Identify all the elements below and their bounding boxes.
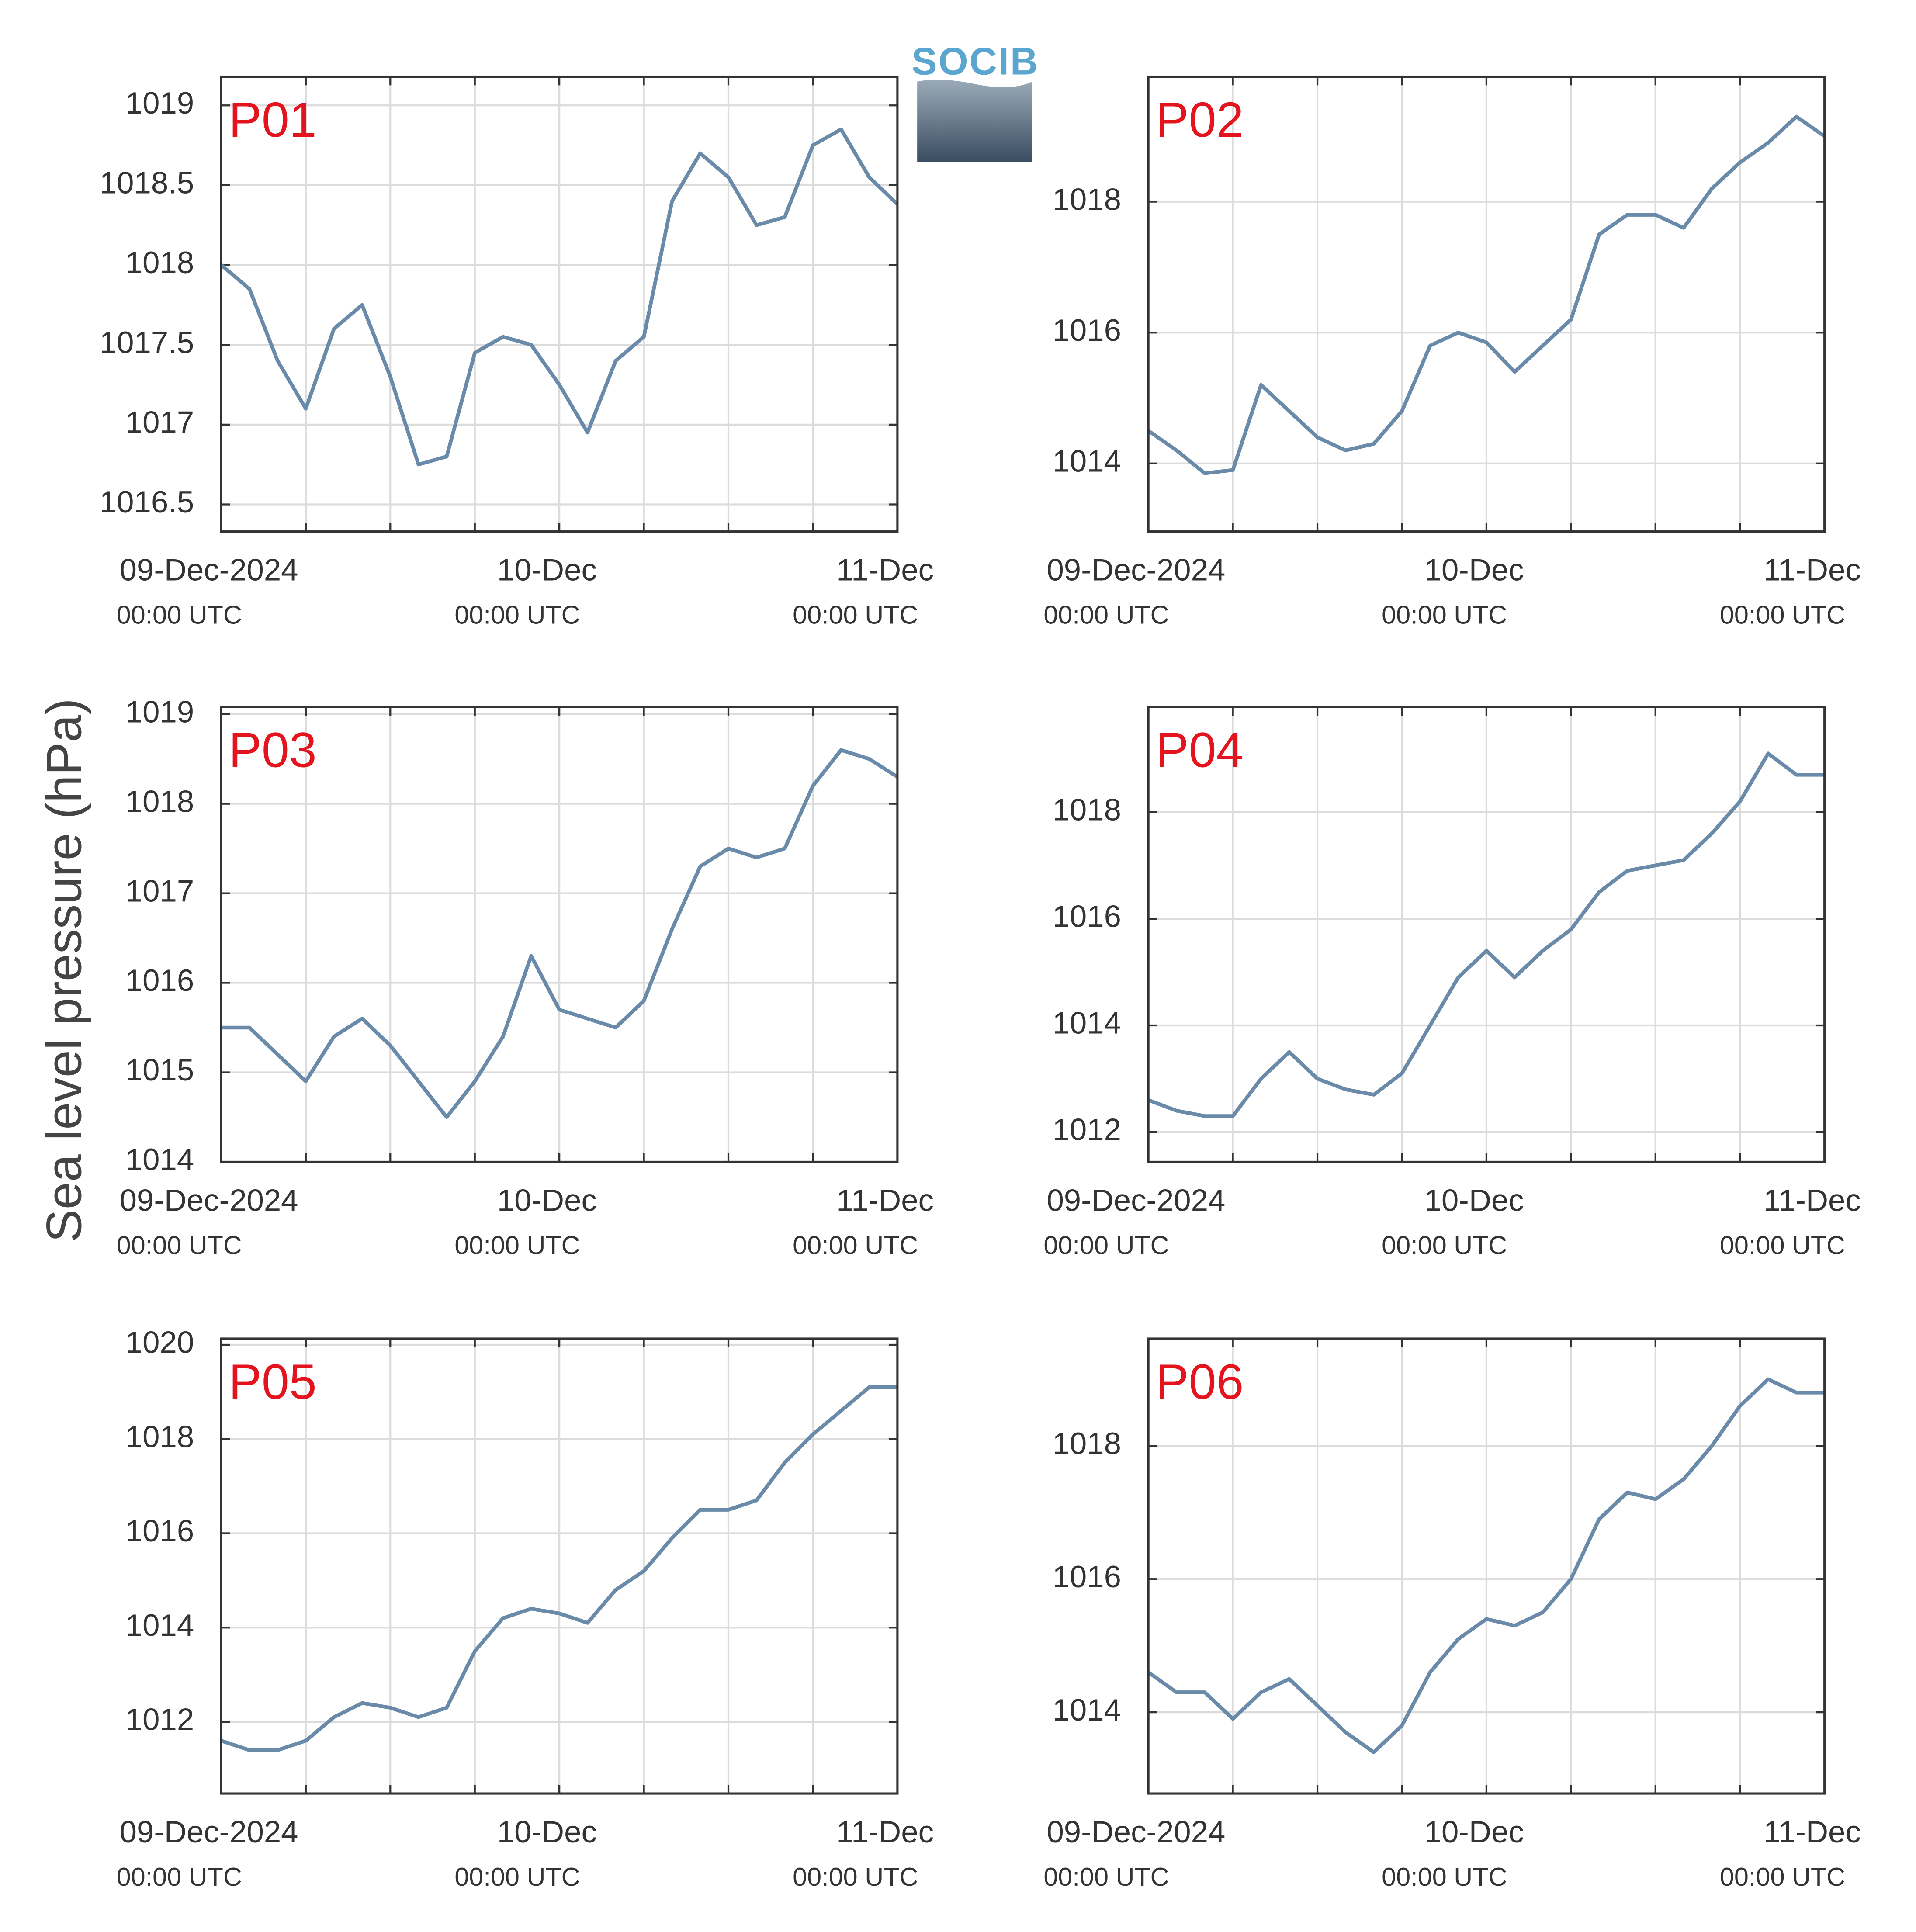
x-tick-label: 10-Dec [1424,553,1524,587]
data-line [1147,1377,1825,1754]
axes-frame [1147,1337,1826,1795]
y-tick-label: 1014 [125,1608,194,1642]
x-tick-sublabel: 00:00 UTC [117,1230,242,1260]
x-tick-label: 10-Dec [1424,1183,1524,1217]
x-tick-label: 11-Dec [1764,553,1861,587]
x-tick-sublabel: 00:00 UTC [1043,600,1169,629]
data-line [221,748,899,1119]
x-tick-sublabel: 00:00 UTC [1382,1230,1507,1260]
logo-wave [917,80,1032,162]
y-tick-label: 1018 [1053,182,1121,216]
y-tick-label: 1016 [125,1513,194,1548]
y-tick-label: 1020 [125,1325,194,1360]
y-tick-label: 1016 [1053,313,1121,347]
panel-title: P04 [1156,723,1244,778]
y-tick-label: 1016.5 [100,485,194,519]
panel: 1012 1014 1016 1018 1020 09-Dec-2024 00:00 UTC… [117,1325,934,1891]
y-tick-label: 1018 [1053,1426,1121,1461]
x-tick-label: 10-Dec [1424,1814,1524,1849]
panel-title: P05 [229,1354,316,1409]
y-tick-label: 1018 [125,1419,194,1454]
data-line [1147,114,1826,475]
x-tick-sublabel: 00:00 UTC [117,600,242,629]
y-tick-label: 1016 [1053,1559,1121,1594]
panel: 1012 1014 1016 1018 09-Dec-2024 00:00 UTC 10-D… [1043,706,1861,1260]
x-tick-label: 09-Dec-2024 [120,553,298,587]
x-tick-sublabel: 00:00 UTC [1720,1230,1845,1260]
panel-title: P03 [229,723,316,778]
data-line [221,1385,897,1752]
x-tick-sublabel: 00:00 UTC [793,600,918,629]
panel-title: P01 [229,92,316,147]
x-tick-sublabel: 00:00 UTC [1720,600,1845,629]
x-tick-label: 09-Dec-2024 [1046,553,1225,587]
y-tick-label: 1018 [1053,792,1121,827]
x-tick-label: 11-Dec [836,553,934,587]
x-tick-label: 10-Dec [497,1814,597,1849]
panel: 1014 1016 1018 09-Dec-2024 00:00 UTC 10-Dec 00… [1043,1337,1861,1891]
x-tick-sublabel: 00:00 UTC [793,1862,918,1891]
y-tick-label: 1017 [125,873,194,908]
x-tick-sublabel: 00:00 UTC [1382,600,1507,629]
x-tick-label: 11-Dec [836,1814,934,1849]
x-tick-label: 09-Dec-2024 [120,1183,298,1217]
y-tick-label: 1012 [125,1702,194,1737]
y-tick-label: 1019 [125,694,194,729]
x-tick-sublabel: 00:00 UTC [793,1230,918,1260]
axes-frame [1147,706,1826,1163]
data-line [220,127,899,467]
logo: SOCIB [911,40,1039,162]
y-axis-label: Sea level pressure (hPa) [36,698,91,1242]
panel: 1014 1016 1018 09-Dec-2024 00:00 UTC 10-Dec 00… [1043,75,1861,629]
y-tick-label: 1017 [125,405,194,440]
logo-text: SOCIB [911,40,1039,83]
x-tick-sublabel: 00:00 UTC [1720,1862,1845,1891]
panel: 1016.5 1017 1017.5 1018 1018.5 1019 09-Dec-202… [100,75,934,629]
panel-title: P02 [1156,92,1244,147]
axes-frame [220,75,899,533]
y-tick-label: 1014 [1053,1693,1121,1727]
y-tick-label: 1016 [125,963,194,997]
x-tick-sublabel: 00:00 UTC [1043,1862,1169,1891]
x-tick-sublabel: 00:00 UTC [454,600,580,629]
data-line [1147,751,1825,1118]
x-tick-label: 11-Dec [1764,1183,1861,1217]
x-tick-sublabel: 00:00 UTC [454,1862,580,1891]
x-tick-label: 09-Dec-2024 [1046,1814,1225,1849]
x-tick-sublabel: 00:00 UTC [117,1862,242,1891]
x-tick-sublabel: 00:00 UTC [1382,1862,1507,1891]
x-tick-label: 10-Dec [497,553,597,587]
x-tick-label: 11-Dec [836,1183,934,1217]
axes-frame [220,706,899,1163]
x-tick-label: 09-Dec-2024 [120,1814,298,1849]
panel: 1014 1015 1016 1017 1018 1019 09-Dec-2024 00:00… [117,694,934,1260]
y-tick-label: 1018 [125,245,194,280]
x-tick-label: 09-Dec-2024 [1046,1183,1225,1217]
axes-frame [1147,75,1826,533]
y-tick-label: 1014 [125,1142,194,1177]
y-tick-label: 1014 [1053,443,1121,478]
y-tick-label: 1016 [1053,899,1121,934]
x-tick-label: 11-Dec [1764,1814,1861,1849]
y-tick-label: 1019 [125,86,194,120]
y-tick-label: 1015 [125,1053,194,1087]
y-tick-label: 1014 [1053,1006,1121,1040]
x-tick-sublabel: 00:00 UTC [454,1230,580,1260]
axes-frame [220,1337,899,1795]
y-tick-label: 1018 [125,784,194,818]
y-tick-label: 1012 [1053,1112,1121,1147]
y-tick-label: 1017.5 [100,325,194,360]
panel-title: P06 [1156,1354,1244,1409]
y-tick-label: 1018.5 [100,166,194,200]
x-tick-sublabel: 00:00 UTC [1043,1230,1169,1260]
x-tick-label: 10-Dec [497,1183,597,1217]
